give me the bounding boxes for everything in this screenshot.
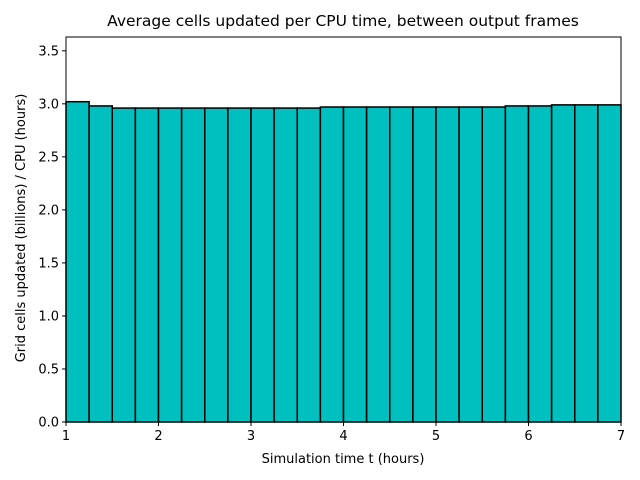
y-tick-label: 1.5: [38, 256, 59, 271]
bar: [204, 107, 229, 423]
bar: [296, 107, 322, 423]
bar: [88, 105, 113, 423]
y-tick-label: 2.5: [38, 150, 59, 165]
bar: [342, 106, 368, 423]
bar: [389, 106, 414, 423]
y-axis-label: Grid cells updated (billions) / CPU (hou…: [14, 94, 29, 363]
x-axis-label: Simulation time t (hours): [262, 452, 425, 467]
bar: [273, 107, 298, 423]
bar: [550, 104, 576, 423]
x-tick-label: 1: [62, 429, 70, 444]
bar: [597, 104, 622, 423]
bar: [365, 106, 391, 423]
x-tick-label: 4: [339, 429, 347, 444]
y-axis-ticks: 0.0 0.5 1.0 1.5 2.0 2.5 3.0 3.5: [38, 44, 66, 431]
bar: [504, 105, 530, 423]
y-tick-label: 0.5: [38, 362, 59, 377]
bar: [157, 107, 183, 423]
bar: [250, 107, 275, 423]
y-tick-label: 3.5: [38, 44, 59, 59]
x-tick-label: 6: [524, 429, 532, 444]
bar: [527, 105, 553, 423]
bars-group: [65, 100, 622, 423]
bar: [412, 106, 437, 423]
bar: [458, 106, 483, 423]
chart-title: Average cells updated per CPU time, betw…: [107, 12, 579, 30]
bar: [180, 107, 206, 423]
bar: [227, 107, 252, 423]
bar: [574, 104, 599, 423]
bar: [481, 106, 507, 423]
x-axis-ticks: 1 2 3 4 5 6 7: [62, 422, 625, 444]
y-tick-label: 3.0: [38, 97, 59, 112]
bar: [319, 106, 345, 423]
x-tick-label: 3: [247, 429, 255, 444]
bar: [435, 106, 460, 423]
x-tick-label: 2: [154, 429, 162, 444]
x-tick-label: 7: [617, 429, 625, 444]
bar: [111, 107, 137, 423]
plot-frame: [65, 36, 622, 423]
y-tick-label: 1.0: [38, 309, 59, 324]
y-tick-label: 2.0: [38, 203, 59, 218]
y-tick-label: 0.0: [38, 416, 59, 431]
x-tick-label: 5: [432, 429, 440, 444]
bar: [65, 100, 90, 423]
bar: [134, 107, 160, 423]
